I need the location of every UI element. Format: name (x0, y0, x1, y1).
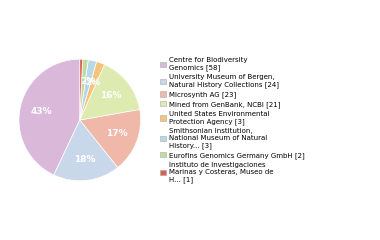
Text: 16%: 16% (100, 91, 122, 100)
Text: 2%: 2% (86, 78, 101, 87)
Wedge shape (80, 59, 88, 120)
Legend: Centre for Biodiversity
Genomics [58], University Museum of Bergen,
Natural Hist: Centre for Biodiversity Genomics [58], U… (160, 57, 305, 183)
Text: 2%: 2% (81, 77, 96, 86)
Text: 17%: 17% (106, 129, 128, 138)
Wedge shape (19, 59, 80, 175)
Wedge shape (80, 60, 97, 120)
Wedge shape (80, 59, 82, 120)
Wedge shape (80, 109, 141, 168)
Text: 18%: 18% (74, 155, 95, 164)
Wedge shape (54, 120, 118, 181)
Wedge shape (80, 65, 140, 120)
Wedge shape (80, 61, 104, 120)
Text: 43%: 43% (30, 107, 52, 116)
